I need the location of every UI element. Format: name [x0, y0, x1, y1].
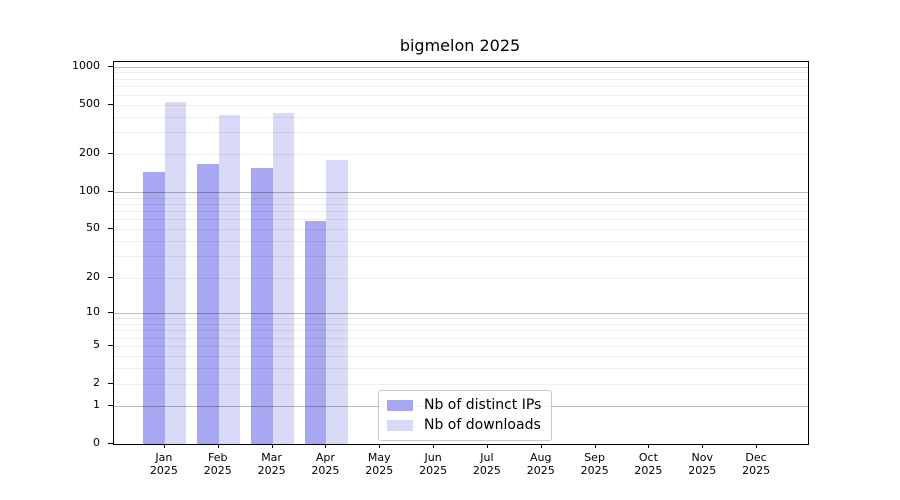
- legend-swatch-distinct-ips: [387, 399, 413, 411]
- gridline-major: [114, 191, 808, 193]
- y-tick-label: 1: [93, 398, 100, 412]
- x-tick-mark: [702, 444, 704, 448]
- plot-area: [113, 61, 809, 445]
- x-tick-label: Sep 2025: [580, 451, 609, 477]
- gridline-minor: [114, 324, 808, 325]
- y-tick-mark: [108, 153, 113, 155]
- y-tick-mark: [108, 312, 113, 314]
- legend-label-downloads: Nb of downloads: [424, 417, 541, 433]
- x-tick-label: Aug 2025: [526, 451, 555, 477]
- bar-distinct-ips: [251, 167, 273, 444]
- legend-item-distinct-ips: Nb of distinct IPs: [387, 395, 543, 415]
- legend-swatch-downloads: [387, 419, 413, 431]
- gridline-minor: [114, 204, 808, 205]
- x-tick-label: Dec 2025: [742, 451, 771, 477]
- x-tick-mark: [594, 444, 596, 448]
- bar-distinct-ips: [143, 171, 165, 444]
- bar-distinct-ips: [197, 164, 219, 444]
- gridline-minor: [114, 337, 808, 339]
- x-tick-mark: [379, 444, 381, 448]
- legend: Nb of distinct IPs Nb of downloads: [378, 390, 552, 441]
- x-tick-label: Jan 2025: [149, 451, 178, 477]
- chart-title: bigmelon 2025: [399, 36, 521, 55]
- gridline-minor: [114, 154, 808, 156]
- y-tick-label: 1000: [72, 58, 100, 72]
- x-tick-label: Mar 2025: [257, 451, 286, 477]
- gridline-minor: [114, 229, 808, 231]
- y-tick-mark: [108, 405, 113, 407]
- y-tick-label: 0: [93, 436, 100, 449]
- gridline-minor: [114, 256, 808, 258]
- gridline-minor: [114, 241, 808, 243]
- x-tick-label: Jul 2025: [472, 451, 501, 477]
- y-tick-mark: [108, 383, 113, 384]
- gridline-minor: [114, 72, 808, 74]
- x-tick-mark: [486, 444, 488, 448]
- x-tick-mark: [433, 444, 435, 448]
- x-tick-label: Feb 2025: [203, 451, 232, 477]
- y-tick-label: 10: [86, 305, 100, 319]
- x-tick-label: Oct 2025: [634, 451, 663, 477]
- gridline-minor: [114, 211, 808, 213]
- gridline-minor: [114, 346, 808, 348]
- gridline-major: [114, 313, 808, 315]
- gridline-minor: [114, 277, 808, 279]
- bar-downloads: [326, 160, 348, 444]
- y-tick-label: 100: [79, 183, 100, 197]
- x-tick-mark: [271, 444, 273, 448]
- gridline-major: [114, 66, 808, 68]
- gridline-minor: [114, 197, 808, 199]
- gridline-minor: [114, 78, 808, 80]
- legend-item-downloads: Nb of downloads: [387, 415, 543, 435]
- x-tick-mark: [648, 444, 650, 448]
- bar-downloads: [218, 115, 241, 444]
- x-tick-label: Nov 2025: [688, 451, 717, 477]
- bar-downloads: [272, 112, 295, 444]
- gridline-minor: [114, 94, 808, 96]
- y-tick-label: 50: [86, 221, 100, 235]
- x-tick-label: May 2025: [365, 451, 394, 477]
- y-tick-label: 5: [93, 338, 100, 352]
- x-tick-label: Apr 2025: [311, 451, 340, 477]
- gridline-minor: [114, 318, 808, 320]
- bar-distinct-ips: [304, 221, 327, 444]
- gridline-minor: [114, 104, 808, 106]
- y-tick-mark: [108, 228, 113, 230]
- y-tick-label: 500: [79, 96, 100, 110]
- gridline-minor: [114, 356, 808, 358]
- x-tick-mark: [756, 444, 758, 448]
- gridline-minor: [114, 368, 808, 370]
- y-tick-mark: [108, 276, 113, 278]
- gridline-minor: [114, 116, 808, 118]
- y-tick-mark: [108, 190, 113, 192]
- bar-downloads: [164, 102, 187, 444]
- x-tick-mark: [163, 444, 165, 448]
- y-tick-mark: [108, 345, 113, 347]
- x-tick-label: Jun 2025: [419, 451, 448, 477]
- y-tick-mark: [108, 443, 113, 444]
- gridline-minor: [114, 219, 808, 221]
- y-tick-mark: [108, 103, 113, 105]
- gridline-minor: [114, 384, 808, 385]
- y-tick-label: 200: [79, 146, 100, 160]
- gridline-minor: [114, 86, 808, 88]
- x-tick-mark: [217, 444, 219, 448]
- y-tick-mark: [108, 65, 113, 67]
- gridline-minor: [114, 132, 808, 134]
- legend-label-distinct-ips: Nb of distinct IPs: [424, 397, 542, 413]
- gridline-minor: [114, 330, 808, 332]
- x-tick-mark: [325, 444, 327, 448]
- y-tick-label: 2: [93, 376, 100, 389]
- y-tick-label: 20: [86, 269, 100, 283]
- x-tick-mark: [540, 444, 542, 448]
